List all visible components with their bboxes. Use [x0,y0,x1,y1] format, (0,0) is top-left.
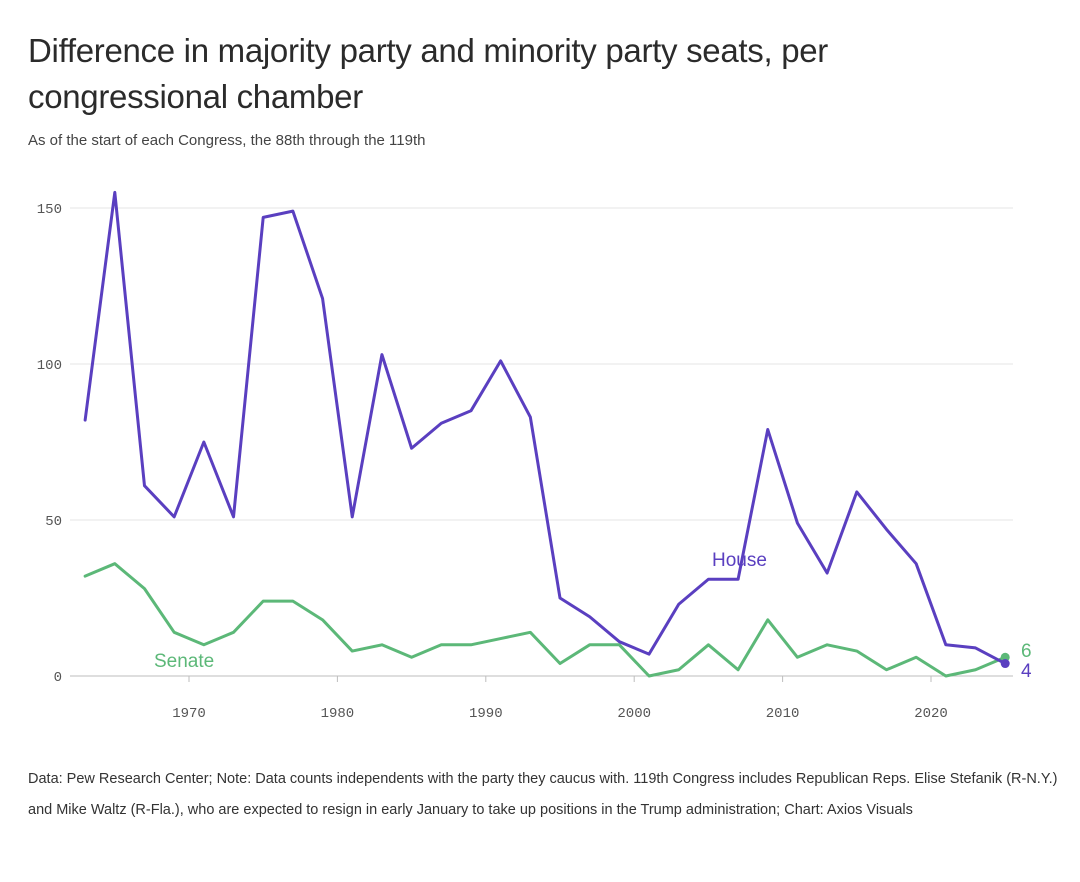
series-line-senate [83,562,1007,678]
end-value-label-senate: 6 [1021,641,1032,662]
x-tick-label: 1970 [172,706,206,722]
gridlines [70,207,1013,677]
y-tick-label: 150 [37,202,62,218]
series-lines [83,190,1010,678]
series-label-senate: Senate [154,651,214,672]
series-line-house [83,190,1007,666]
x-tick-label: 2010 [766,706,800,722]
end-point-house [1000,659,1010,669]
end-point-senate [1000,652,1010,662]
x-tick-label: 2000 [617,706,651,722]
x-tick-label: 1980 [321,706,355,722]
chart-title: Difference in majority party and minorit… [28,32,828,115]
y-tick-label: 0 [54,670,62,686]
end-value-label-house: 4 [1021,661,1032,682]
series-labels: House Senate 46 [154,550,1032,682]
source-note: Data: Pew Research Center; Note: Data co… [28,771,1058,818]
y-tick-label: 100 [37,358,62,374]
series-label-house: House [712,550,767,571]
x-tick-label: 2020 [914,706,948,722]
x-tick-label: 1990 [469,706,503,722]
line-chart: 0 50 100 150 1970 1980 1990 2000 2010 2020 House… [37,190,1032,722]
x-axis-ticks: 1970 1980 1990 2000 2010 2020 [172,676,948,722]
y-axis-ticks: 0 50 100 150 [37,202,62,686]
chart-subtitle: As of the start of each Congress, the 88… [28,132,426,149]
y-tick-label: 50 [45,514,62,530]
